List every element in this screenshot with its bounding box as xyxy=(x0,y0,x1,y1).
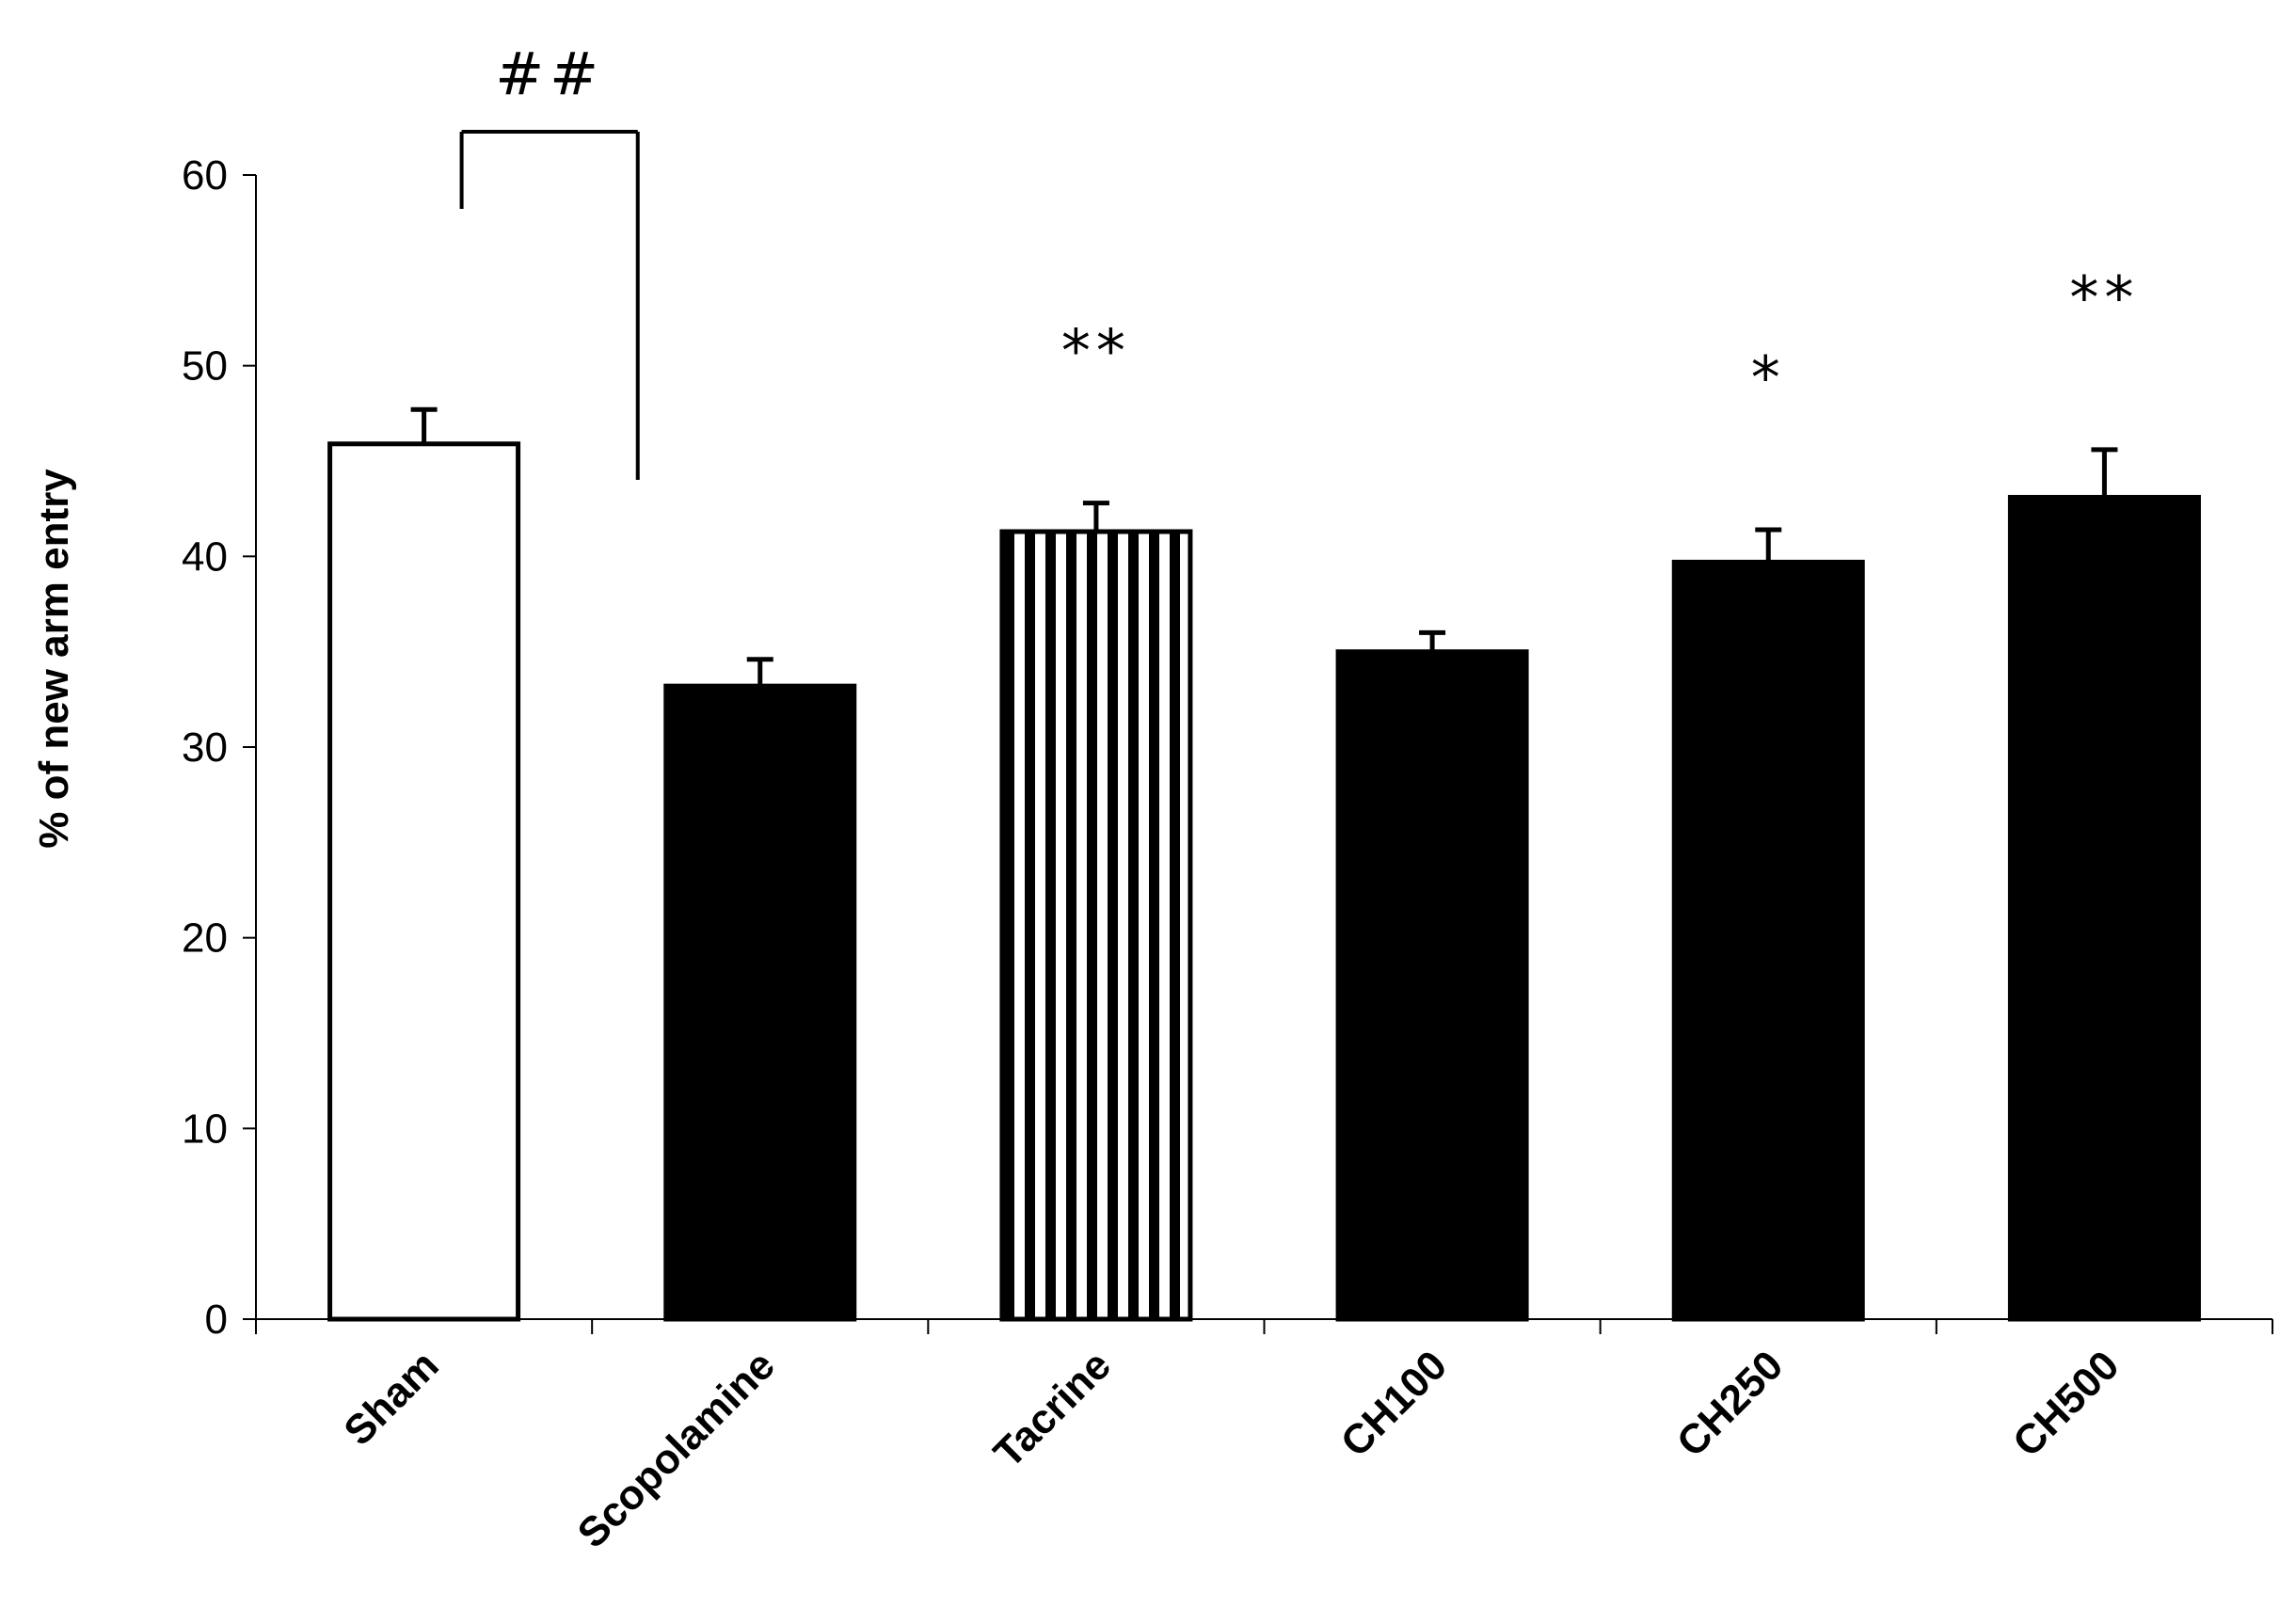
comparison-label: ## xyxy=(495,40,604,108)
bar-ch100 xyxy=(1335,649,1529,1322)
y-tick-label: 60 xyxy=(182,152,228,199)
x-category-label: Sham xyxy=(335,1342,447,1454)
y-tick-label: 50 xyxy=(182,343,228,390)
x-category-label: CH250 xyxy=(1668,1342,1792,1465)
y-tick-label: 10 xyxy=(182,1106,228,1152)
x-category-label: CH500 xyxy=(2004,1342,2128,1465)
y-tick-label: 40 xyxy=(182,533,228,580)
y-tick-label: 20 xyxy=(182,915,228,962)
y-tick-label: 0 xyxy=(205,1297,228,1343)
y-axis-title: % of new arm entry xyxy=(31,469,77,849)
x-category-label: CH100 xyxy=(1332,1342,1456,1465)
bar-ch250 xyxy=(1671,559,1865,1322)
bar-scopolamine xyxy=(663,683,857,1322)
significance-mark: ** xyxy=(2069,263,2139,332)
x-category-label: Scopolamine xyxy=(569,1342,784,1556)
y-tick-label: 30 xyxy=(182,724,228,771)
significance-mark: * xyxy=(1751,343,1786,412)
bar-tacrine xyxy=(999,529,1193,1322)
bar-sham xyxy=(327,441,521,1322)
x-category-label: Tacrine xyxy=(985,1342,1120,1476)
significance-mark: ** xyxy=(1061,317,1131,386)
bar-ch500 xyxy=(2007,495,2201,1322)
